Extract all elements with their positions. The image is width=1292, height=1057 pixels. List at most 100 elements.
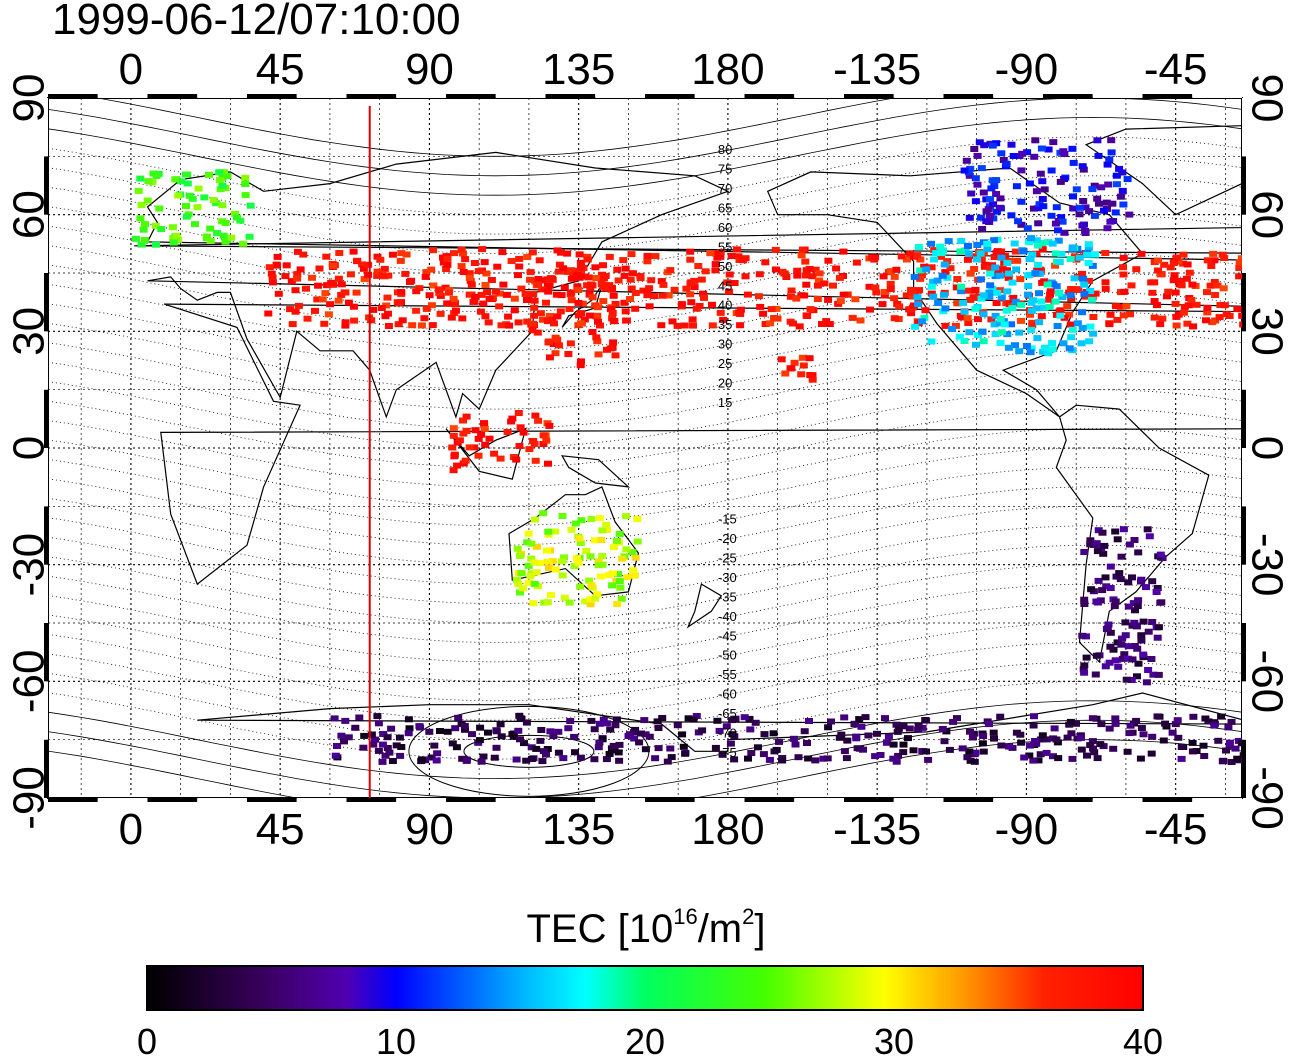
frame-bar [44,156,48,215]
tec-cell [960,308,969,315]
tec-cell [1056,312,1065,319]
frame-bar [545,94,596,98]
tec-cell [530,304,539,311]
tec-cell [522,757,531,764]
tec-cell [1067,730,1076,737]
tec-cell [609,339,618,346]
tec-cell [1101,279,1110,286]
tec-cell [1113,316,1122,323]
tec-cell [808,376,817,383]
tec-cell [1220,255,1229,261]
tec-cell [1154,624,1163,631]
tec-cell [1031,137,1040,144]
tec-cell [1057,251,1066,257]
tec-cell [681,750,690,757]
tec-cell [1172,322,1181,329]
tec-cell [517,570,526,577]
tec-cell [622,546,631,553]
tec-cell [1086,323,1095,330]
tec-cell [1116,576,1125,583]
tec-cell [608,582,617,589]
tec-cell [924,756,933,763]
tec-cell [1137,632,1146,639]
tec-cell [906,250,915,257]
lon-tick-top: 0 [119,45,143,94]
tec-cell [1189,323,1198,330]
tec-cell [835,734,844,741]
tec-cell [1063,734,1072,741]
tec-cell [895,303,904,310]
tec-cell [744,755,752,762]
tec-cell [448,444,457,451]
tec-cell [1029,722,1038,729]
tec-cell [567,297,576,304]
tec-cell [747,750,756,756]
tec-cell [320,320,329,327]
tec-cell [1029,297,1037,304]
tec-cell [213,230,222,237]
tec-cell [684,715,693,722]
tec-cell [988,285,997,292]
tec-cell [852,733,861,740]
tec-cell [1004,270,1013,277]
tec-cell [462,427,471,434]
tec-cell [1049,281,1058,288]
tec-cell [1105,156,1114,163]
tec-cell [1208,319,1217,326]
tec-cell [1032,740,1041,747]
tec-cell [329,262,338,269]
tec-cell [1044,239,1053,246]
tec-cell [477,431,486,438]
tec-cell [1027,326,1036,333]
tec-cell [977,295,986,302]
tec-cell [658,292,667,299]
tec-cell [1040,304,1049,311]
tec-cell [628,270,637,277]
tec-cell [740,714,749,721]
tec-cell [609,292,618,299]
tec-cell [639,287,648,294]
tec-cell [755,271,764,278]
tec-cell [560,284,569,291]
frame-bar [943,94,994,98]
tec-cell [801,258,810,265]
tec-cell [929,278,938,285]
tec-cell [1096,741,1105,748]
tec-cell [1037,145,1046,152]
tec-cell [1207,263,1216,269]
tec-cell [789,735,798,742]
tec-cell [1170,272,1179,279]
tec-cell [551,350,560,357]
tec-cell [1159,737,1168,744]
tec-cell [1105,659,1114,666]
tec-cell [964,243,972,249]
tec-cell [754,744,762,751]
tec-cell [404,716,413,723]
tec-cell [341,322,350,329]
tec-cell [777,356,786,363]
tec-cell [690,284,699,291]
tec-cell [515,553,524,559]
tec-cell [314,282,323,289]
tec-cell [839,291,848,298]
tec-cell [765,756,774,763]
tec-cell [1017,301,1026,308]
tec-cell [1034,261,1043,268]
tec-cell [218,182,227,189]
frame-bar [1242,623,1246,682]
tec-cell [1130,537,1139,543]
tec-cell [536,737,545,744]
tec-cell [475,737,484,744]
frame-bar [296,94,347,98]
tec-cell [1048,346,1057,353]
tec-cell [802,281,811,288]
tec-cell [585,312,594,319]
tec-cell [794,754,803,761]
tec-cell [1256,715,1264,721]
colorbar-tick-label: 0 [137,1021,157,1057]
tec-cell [880,289,889,295]
tec-cell [1239,752,1242,759]
tec-cell [977,165,986,172]
tec-cell [514,272,522,279]
tec-cell [725,288,733,295]
